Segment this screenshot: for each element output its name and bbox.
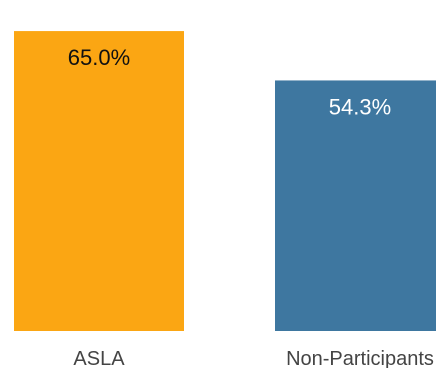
category-label-asla: ASLA xyxy=(73,348,125,368)
data-label-non-participants: 54.3% xyxy=(329,94,391,119)
bar-non-participants xyxy=(275,80,436,332)
bar-asla xyxy=(14,31,184,331)
category-label-non-participants: Non-Participants xyxy=(286,348,434,368)
data-label-asla: 65.0% xyxy=(68,45,130,70)
